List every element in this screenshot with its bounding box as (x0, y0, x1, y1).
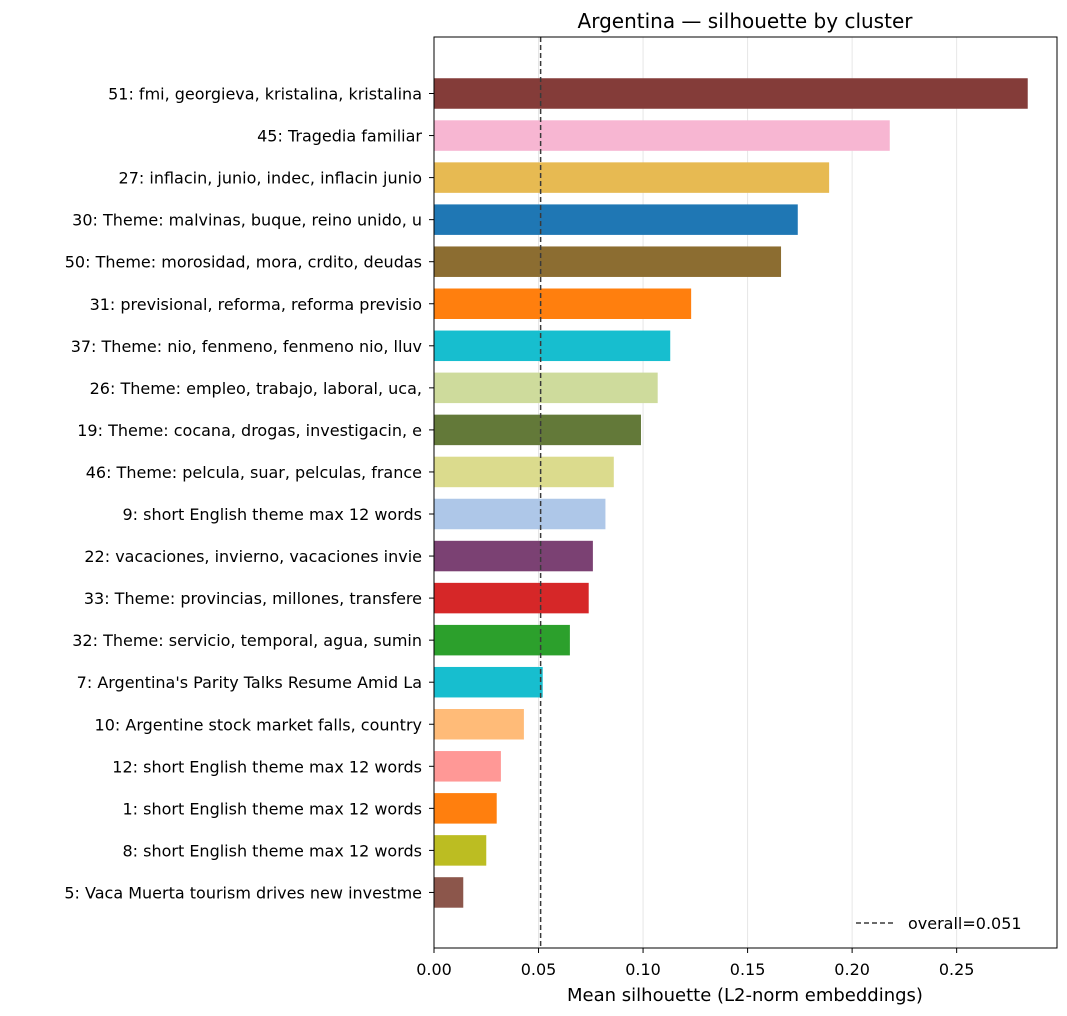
y-tick-label: 19: Theme: cocana, drogas, investigacin,… (77, 421, 422, 440)
x-axis-label: Mean silhouette (L2-norm embeddings) (567, 985, 923, 1006)
bar (434, 246, 782, 277)
y-tick-label: 22: vacaciones, invierno, vacaciones inv… (84, 547, 422, 566)
x-tick-label: 0.00 (416, 960, 452, 979)
bar (434, 330, 671, 362)
y-tick-label: 30: Theme: malvinas, buque, reino unido,… (72, 211, 422, 230)
y-tick-label: 5: Vaca Muerta tourism drives new invest… (64, 883, 422, 902)
x-tick-label: 0.15 (730, 960, 766, 979)
y-tick-label: 37: Theme: nio, fenmeno, fenmeno nio, ll… (71, 337, 422, 356)
bar (434, 751, 501, 782)
bar (434, 540, 593, 572)
bar (434, 877, 464, 908)
bar (434, 666, 543, 698)
bar (434, 793, 497, 824)
x-tick-label: 0.20 (834, 960, 870, 979)
bar (434, 204, 798, 235)
y-tick-label: 32: Theme: servicio, temporal, agua, sum… (72, 631, 422, 650)
bar (434, 372, 658, 404)
x-tick-label: 0.25 (939, 960, 975, 979)
x-tick-label: 0.10 (625, 960, 661, 979)
bar (434, 624, 570, 656)
x-tick-label: 0.05 (521, 960, 557, 979)
bar (434, 162, 830, 193)
bar (434, 456, 614, 488)
x-axis-ticks: 0.00 0.05 0.10 0.15 0.20 0.25 (416, 948, 974, 979)
y-tick-label: 26: Theme: empleo, trabajo, laboral, uca… (90, 379, 422, 398)
y-tick-label: 7: Argentina's Parity Talks Resume Amid … (77, 673, 422, 692)
y-tick-label: 12: short English theme max 12 words (112, 757, 422, 776)
bar (434, 120, 890, 151)
bar (434, 414, 641, 446)
bar (434, 709, 524, 740)
plot-frame (433, 36, 1058, 949)
y-tick-label: 51: fmi, georgieva, kristalina, kristali… (108, 85, 422, 104)
y-tick-label: 1: short English theme max 12 words (122, 799, 422, 818)
bar (434, 582, 589, 614)
y-axis-ticks: 51: fmi, georgieva, kristalina, kristali… (64, 85, 434, 902)
legend: overall=0.051 (856, 914, 1022, 933)
y-tick-label: 31: previsional, reforma, reforma previs… (90, 295, 422, 314)
bar (434, 498, 606, 530)
y-tick-label: 10: Argentine stock market falls, countr… (95, 715, 422, 734)
y-tick-label: 46: Theme: pelcula, suar, pelculas, fran… (86, 463, 422, 482)
bars (434, 78, 1028, 908)
bar (434, 288, 692, 319)
y-tick-label: 8: short English theme max 12 words (122, 841, 422, 860)
y-tick-label: 27: inflacin, junio, indec, inflacin jun… (119, 169, 422, 188)
y-tick-label: 45: Tragedia familiar (257, 127, 422, 146)
bar (434, 835, 487, 866)
chart-title: Argentina — silhouette by cluster (578, 9, 914, 33)
y-tick-label: 33: Theme: provincias, millones, transfe… (84, 589, 422, 608)
legend-label: overall=0.051 (908, 914, 1022, 933)
y-tick-label: 9: short English theme max 12 words (122, 505, 422, 524)
bar (434, 78, 1028, 109)
y-tick-label: 50: Theme: morosidad, mora, crdito, deud… (65, 253, 422, 272)
